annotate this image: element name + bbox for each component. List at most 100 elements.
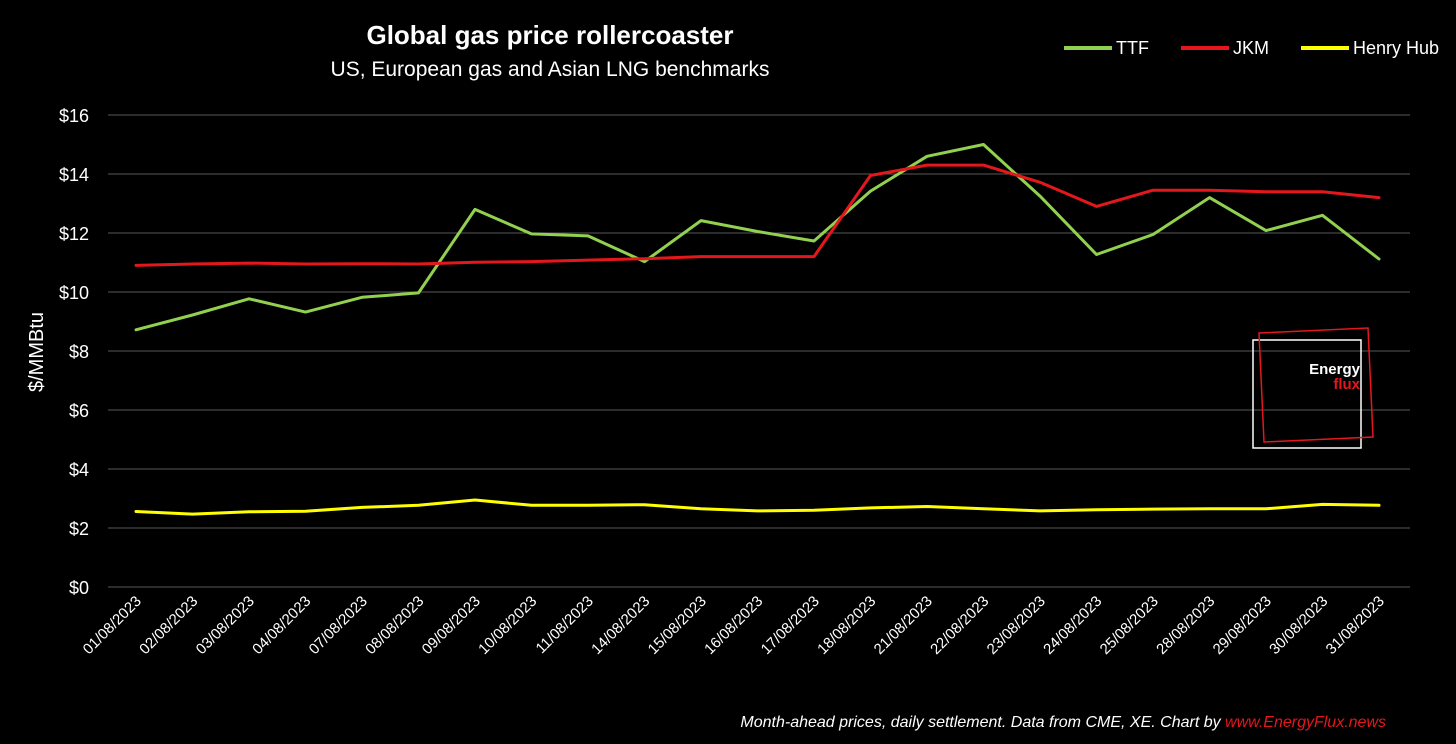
data-point-henry-hub xyxy=(473,498,477,502)
source-link[interactable]: www.EnergyFlux.news xyxy=(1225,714,1386,731)
data-point-henry-hub xyxy=(1095,508,1098,511)
data-point-jkm xyxy=(191,262,194,266)
source-text: Month-ahead prices, daily settlement. Da… xyxy=(740,714,1226,731)
data-point-jkm xyxy=(1038,181,1042,184)
chart-title: Global gas price rollercoaster xyxy=(366,20,734,50)
data-point-jkm xyxy=(586,258,590,262)
data-point-henry-hub xyxy=(191,512,194,516)
data-point-ttf xyxy=(530,232,533,236)
x-tick-label: 30/08/2023 xyxy=(1266,593,1331,658)
data-point-henry-hub xyxy=(1377,504,1381,507)
x-tick-label: 31/08/2023 xyxy=(1323,593,1388,658)
data-point-ttf xyxy=(1095,253,1098,256)
y-tick-label: $4 xyxy=(69,460,89,480)
data-point-ttf xyxy=(756,230,759,233)
data-point-jkm xyxy=(530,260,533,263)
data-point-henry-hub xyxy=(247,510,251,513)
y-tick-label: $10 xyxy=(59,283,89,303)
data-point-jkm xyxy=(1208,189,1211,192)
legend-item-henry-hub: Henry Hub xyxy=(1301,38,1439,59)
data-point-jkm xyxy=(869,174,872,177)
data-point-jkm xyxy=(1264,190,1268,193)
logo-text-flux: flux xyxy=(1333,376,1360,393)
x-tick-label: 07/08/2023 xyxy=(306,593,371,658)
data-point-henry-hub xyxy=(982,507,985,511)
x-tick-label: 09/08/2023 xyxy=(419,593,484,658)
data-point-henry-hub xyxy=(1038,509,1042,513)
x-tick-label: 11/08/2023 xyxy=(533,593,597,657)
data-point-henry-hub xyxy=(1321,503,1324,506)
data-point-ttf xyxy=(417,291,420,295)
data-point-ttf xyxy=(473,208,477,211)
data-point-henry-hub xyxy=(304,509,307,513)
series-henry-hub xyxy=(134,498,1381,516)
x-tick-label: 08/08/2023 xyxy=(362,593,427,658)
data-point-ttf xyxy=(1208,196,1211,199)
series-ttf xyxy=(134,143,1381,332)
legend-label-ttf: TTF xyxy=(1116,37,1149,58)
data-point-ttf xyxy=(191,313,194,317)
x-tick-label: 10/08/2023 xyxy=(475,593,540,658)
legend-swatch-henry-hub xyxy=(1301,46,1349,50)
y-tick-label: $14 xyxy=(59,165,89,185)
x-tick-label: 02/08/2023 xyxy=(136,593,201,658)
series-jkm xyxy=(134,163,1381,267)
legend-item-ttf: TTF xyxy=(1064,38,1149,59)
y-tick-label: $16 xyxy=(59,106,89,126)
energyflux-logo: Energy flux xyxy=(1252,327,1374,449)
data-point-ttf xyxy=(304,310,307,314)
y-tick-label: $12 xyxy=(59,224,89,244)
data-point-jkm xyxy=(925,163,929,167)
data-point-ttf xyxy=(1151,233,1155,236)
data-point-ttf xyxy=(643,260,646,263)
gridlines xyxy=(108,114,1410,588)
x-tick-label: 18/08/2023 xyxy=(814,593,879,658)
data-point-ttf xyxy=(360,296,364,299)
y-axis-tick-labels: $0 $2 $4 $6 $8 $10 $12 $14 $16 xyxy=(59,106,89,598)
x-axis-tick-labels: 01/08/202302/08/202303/08/202304/08/2023… xyxy=(80,593,1388,658)
data-point-ttf xyxy=(1038,194,1042,198)
y-tick-label: $6 xyxy=(69,401,89,421)
x-tick-label: 14/08/2023 xyxy=(588,593,653,658)
data-point-henry-hub xyxy=(586,504,590,507)
data-point-ttf xyxy=(134,328,138,331)
legend-label-henry-hub: Henry Hub xyxy=(1353,37,1440,58)
data-point-jkm xyxy=(417,262,420,266)
logo-red-frame xyxy=(1258,327,1374,443)
data-point-henry-hub xyxy=(1151,507,1155,511)
data-point-jkm xyxy=(982,163,985,167)
x-tick-label: 15/08/2023 xyxy=(645,593,710,658)
x-tick-label: 17/08/2023 xyxy=(758,593,823,658)
y-tick-label: $0 xyxy=(69,578,89,598)
x-tick-label: 22/08/2023 xyxy=(927,593,992,658)
source-note: Month-ahead prices, daily settlement. Da… xyxy=(740,714,1386,732)
data-point-jkm xyxy=(134,264,138,267)
data-point-ttf xyxy=(699,219,703,222)
x-tick-label: 01/08/2023 xyxy=(80,593,145,658)
legend-swatch-ttf xyxy=(1064,46,1112,50)
series-lines xyxy=(134,143,1381,516)
data-point-henry-hub xyxy=(1208,507,1211,511)
x-tick-label: 21/08/2023 xyxy=(871,593,936,658)
chart-subtitle: US, European gas and Asian LNG benchmark… xyxy=(330,58,770,81)
data-point-henry-hub xyxy=(812,509,816,512)
y-tick-label: $8 xyxy=(69,342,89,362)
data-point-jkm xyxy=(699,255,703,258)
data-point-henry-hub xyxy=(360,506,364,509)
x-tick-label: 04/08/2023 xyxy=(249,593,314,658)
data-point-jkm xyxy=(1151,189,1155,192)
data-point-jkm xyxy=(1095,205,1098,208)
data-point-jkm xyxy=(643,257,646,260)
x-tick-label: 16/08/2023 xyxy=(701,593,766,658)
data-point-henry-hub xyxy=(1264,507,1268,511)
x-tick-label: 23/08/2023 xyxy=(984,593,1049,658)
data-point-ttf xyxy=(812,239,816,243)
data-point-ttf xyxy=(247,297,251,300)
x-tick-label: 28/08/2023 xyxy=(1153,593,1218,658)
data-point-henry-hub xyxy=(756,509,759,513)
data-point-jkm xyxy=(247,261,251,265)
data-point-henry-hub xyxy=(643,503,646,506)
data-point-henry-hub xyxy=(925,505,929,508)
data-point-henry-hub xyxy=(417,504,420,507)
series-line-jkm xyxy=(134,163,1381,267)
